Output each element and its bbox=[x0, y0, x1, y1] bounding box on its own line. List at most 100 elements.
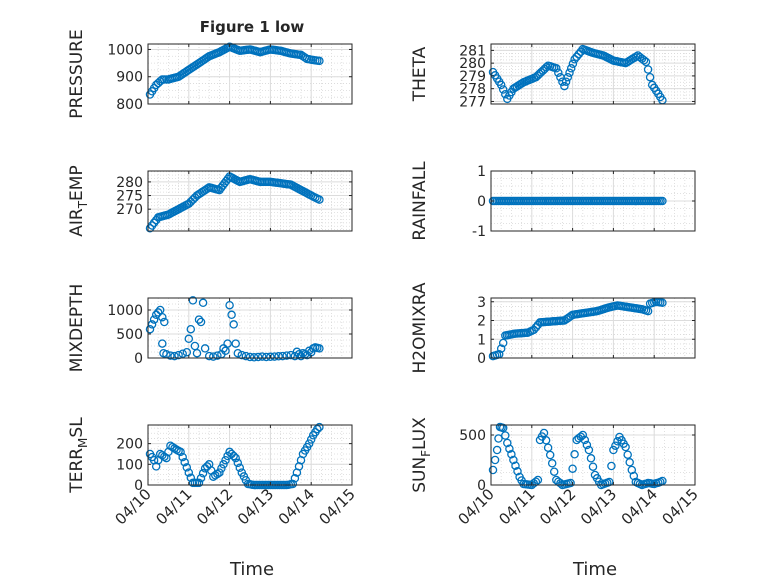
data-point bbox=[229, 451, 238, 461]
x-tick-label: 04/14 bbox=[618, 485, 661, 528]
data-point bbox=[621, 442, 630, 452]
ylabel: AIRTEMP bbox=[67, 165, 90, 236]
data-point bbox=[198, 469, 208, 478]
data-point bbox=[611, 441, 620, 450]
subplot-pressure: 800 900 1000 PRESSURE bbox=[67, 29, 353, 119]
data-point bbox=[645, 72, 655, 82]
y-tick-label: 0 bbox=[134, 351, 143, 367]
x-tick-label: 04/15 bbox=[316, 485, 359, 528]
data-point bbox=[315, 422, 324, 432]
data-point bbox=[180, 457, 189, 467]
data-point bbox=[290, 351, 300, 361]
data-point bbox=[229, 320, 238, 329]
data-point bbox=[149, 315, 159, 324]
data-point bbox=[186, 473, 196, 483]
data-point bbox=[160, 317, 169, 327]
data-point bbox=[545, 450, 555, 460]
data-point bbox=[498, 85, 508, 94]
x-tick-label: 04/13 bbox=[234, 485, 277, 528]
data-point bbox=[219, 460, 228, 469]
data-point bbox=[609, 445, 618, 455]
y-tick-label: 1 bbox=[477, 332, 486, 348]
data-point bbox=[529, 325, 539, 335]
y-tick-label: 1 bbox=[477, 164, 486, 180]
data-point bbox=[558, 77, 567, 86]
data-point bbox=[570, 450, 579, 459]
y-tick-label: 200 bbox=[116, 437, 143, 453]
data-point bbox=[554, 68, 563, 77]
data-point bbox=[552, 64, 561, 73]
xlabel-left: Time bbox=[229, 559, 274, 580]
y-tick-label: 100 bbox=[116, 457, 143, 473]
data-point bbox=[580, 435, 590, 445]
y-tick-label: -1 bbox=[472, 224, 486, 240]
data-point bbox=[304, 439, 314, 448]
x-tick-label: 04/11 bbox=[495, 485, 538, 528]
data-point bbox=[200, 344, 210, 353]
data-point bbox=[623, 450, 632, 459]
data-point bbox=[196, 317, 206, 327]
y-tick-label: 1000 bbox=[107, 42, 143, 58]
xlabel-right: Time bbox=[572, 559, 617, 580]
data-point bbox=[184, 334, 194, 344]
data-point bbox=[231, 339, 240, 348]
data-point bbox=[563, 72, 573, 82]
data-point bbox=[643, 65, 653, 74]
axes-box bbox=[147, 43, 353, 105]
data-point bbox=[182, 347, 192, 357]
data-point bbox=[225, 300, 234, 310]
data-point bbox=[570, 55, 579, 64]
subplot-rainfall: -1 0 1 RAINFALL bbox=[410, 161, 696, 241]
data-point bbox=[174, 350, 183, 360]
subplot-h2omixra: 0 1 2 3 H2OMIXRA bbox=[410, 282, 696, 374]
axes-box bbox=[147, 297, 353, 359]
data-point bbox=[568, 464, 577, 473]
y-tick-label: 500 bbox=[459, 428, 486, 444]
data-point bbox=[235, 463, 245, 473]
data-point bbox=[547, 459, 557, 468]
y-tick-label: 281 bbox=[459, 43, 486, 59]
data-point bbox=[511, 461, 520, 470]
data-point bbox=[496, 344, 506, 353]
data-point bbox=[209, 352, 218, 361]
data-point bbox=[186, 324, 196, 334]
data-point bbox=[282, 351, 291, 360]
data-point bbox=[213, 351, 222, 360]
data-point bbox=[215, 468, 224, 477]
data-point bbox=[178, 349, 187, 358]
data-point bbox=[541, 436, 551, 445]
data-point bbox=[266, 352, 275, 362]
data-point bbox=[578, 430, 588, 440]
x-tick-label: 04/12 bbox=[193, 485, 236, 528]
data-point bbox=[288, 479, 298, 489]
data-point bbox=[556, 479, 565, 488]
ylabel: SUNFLUX bbox=[410, 417, 433, 493]
data-point bbox=[241, 351, 251, 361]
data-point bbox=[198, 298, 208, 308]
data-point bbox=[231, 453, 240, 463]
data-point bbox=[315, 195, 324, 204]
y-tick-label: 1000 bbox=[107, 303, 143, 319]
ylabel: PRESSURE bbox=[67, 29, 87, 118]
data-point bbox=[568, 59, 578, 69]
data-point bbox=[257, 352, 267, 361]
ylabel: H2OMIXRA bbox=[410, 282, 430, 373]
data-point bbox=[290, 474, 300, 483]
data-point bbox=[245, 352, 255, 362]
data-point bbox=[160, 452, 169, 461]
data-point bbox=[192, 348, 202, 358]
data-point bbox=[194, 315, 204, 324]
x-tick-label: 04/14 bbox=[275, 485, 318, 528]
y-tick-label: 0 bbox=[134, 478, 143, 494]
axes-box bbox=[490, 424, 696, 486]
axes-box bbox=[490, 43, 696, 105]
data-point bbox=[607, 461, 616, 471]
data-point bbox=[561, 77, 571, 86]
data-point bbox=[658, 196, 667, 206]
data-point bbox=[498, 423, 508, 433]
y-tick-label: 3 bbox=[477, 295, 486, 311]
data-point bbox=[306, 435, 316, 444]
data-point bbox=[492, 445, 502, 455]
